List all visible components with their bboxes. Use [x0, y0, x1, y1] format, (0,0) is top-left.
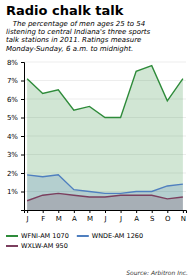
x-tick-mark	[43, 210, 44, 213]
line	[27, 193, 183, 200]
x-tick-mark	[74, 210, 75, 213]
legend-label: WXLW-AM 950	[21, 242, 68, 250]
x-tick-mark	[89, 210, 90, 213]
x-tick: J	[26, 210, 29, 223]
plot: J F M A M J J A S O N 1% 2% 3% 4% 5% 6% 7% 8%	[7, 59, 187, 223]
x-tick-mark	[27, 210, 28, 213]
subtitle-line: listening to central Indiana's three spo…	[6, 28, 151, 36]
subtitle-line: talk stations in 2011. Ratings measure	[6, 36, 141, 44]
area	[27, 175, 183, 210]
x-tick: S	[150, 210, 155, 223]
x-axis-line	[25, 211, 187, 214]
y-tick-mark	[21, 136, 24, 137]
x-tick: O	[165, 210, 171, 223]
x-tick: N	[181, 210, 186, 223]
subtitle-line: Monday-Sunday, 6 a.m. to midnight.	[6, 45, 133, 53]
legend: WFNI-AM 1070 WNDE-AM 1260 WXLW-AM 950	[6, 232, 143, 250]
source: Source: Arbitron Inc.	[126, 269, 188, 276]
y-tick-label: 2%	[7, 170, 18, 178]
line	[27, 175, 183, 194]
legend-label: WNDE-AM 1260	[92, 232, 143, 240]
x-tick-label: J	[26, 215, 29, 223]
x-tick: M	[56, 210, 62, 223]
legend-item: WXLW-AM 950	[6, 242, 68, 250]
chart: Radio chalk talk The percentage of men a…	[0, 0, 194, 280]
x-tick: J	[103, 210, 106, 223]
x-tick-label: S	[150, 215, 155, 223]
y-tick-label: 7%	[7, 77, 18, 85]
grid-line	[24, 80, 186, 81]
y-tick: 7%	[7, 77, 24, 85]
x-tick: F	[41, 210, 45, 223]
y-tick: 2%	[7, 170, 24, 178]
subtitle: The percentage of men ages 25 to 54liste…	[6, 20, 151, 53]
subtitle-line: The percentage of men ages 25 to 54	[6, 20, 145, 28]
marks	[27, 66, 183, 210]
y-tick: 5%	[7, 114, 24, 122]
legend-item: WFNI-AM 1070	[6, 232, 69, 240]
y-tick-label: 6%	[7, 96, 18, 104]
x-tick-label: A	[134, 215, 139, 223]
x-tick-label: A	[72, 215, 77, 223]
x-tick-mark	[152, 210, 153, 213]
line	[27, 66, 183, 118]
y-tick-label: 5%	[7, 114, 18, 122]
legend-swatch	[6, 245, 18, 247]
y-tick: 3%	[7, 151, 24, 159]
y-axis-line	[21, 63, 25, 211]
x-tick: A	[134, 210, 139, 223]
x-tick-mark	[58, 210, 59, 213]
x-tick-label: N	[181, 215, 186, 223]
x-tick-label: O	[165, 215, 171, 223]
y-tick: 4%	[7, 133, 24, 141]
y-tick-mark	[21, 62, 24, 63]
y-tick: 6%	[7, 96, 24, 104]
y-axis: 1% 2% 3% 4% 5% 6% 7% 8%	[7, 59, 25, 211]
x-axis: JFMAMJJASON	[25, 210, 187, 223]
legend-swatch	[77, 235, 89, 237]
x-tick-mark	[136, 210, 137, 213]
x-tick: A	[72, 210, 77, 223]
x-tick-label: J	[119, 215, 122, 223]
y-tick-mark	[21, 155, 24, 156]
x-tick-mark	[183, 210, 184, 213]
x-tick: M	[87, 210, 93, 223]
area	[27, 193, 183, 210]
area	[27, 66, 183, 210]
y-tick-mark	[21, 81, 24, 82]
x-tick-label: M	[87, 215, 93, 223]
x-tick-label: J	[103, 215, 106, 223]
y-tick-mark	[21, 118, 24, 119]
x-tick-mark	[121, 210, 122, 213]
x-tick-label: F	[41, 215, 45, 223]
y-tick-mark	[21, 99, 24, 100]
legend-item: WNDE-AM 1260	[77, 232, 143, 240]
y-tick-mark	[21, 192, 24, 193]
x-tick-mark	[105, 210, 106, 213]
y-tick-label: 3%	[7, 151, 18, 159]
title: Radio chalk talk	[6, 3, 124, 18]
x-tick: J	[119, 210, 122, 223]
y-tick: 8%	[7, 59, 24, 67]
legend-label: WFNI-AM 1070	[21, 232, 69, 240]
y-tick: 1%	[7, 188, 24, 196]
x-tick-mark	[167, 210, 168, 213]
y-tick-label: 1%	[7, 188, 18, 196]
y-tick-label: 4%	[7, 133, 18, 141]
x-tick-label: M	[56, 215, 62, 223]
y-tick-label: 8%	[7, 59, 18, 67]
y-tick-mark	[21, 173, 24, 174]
legend-swatch	[6, 235, 18, 237]
grid-line	[24, 62, 186, 63]
